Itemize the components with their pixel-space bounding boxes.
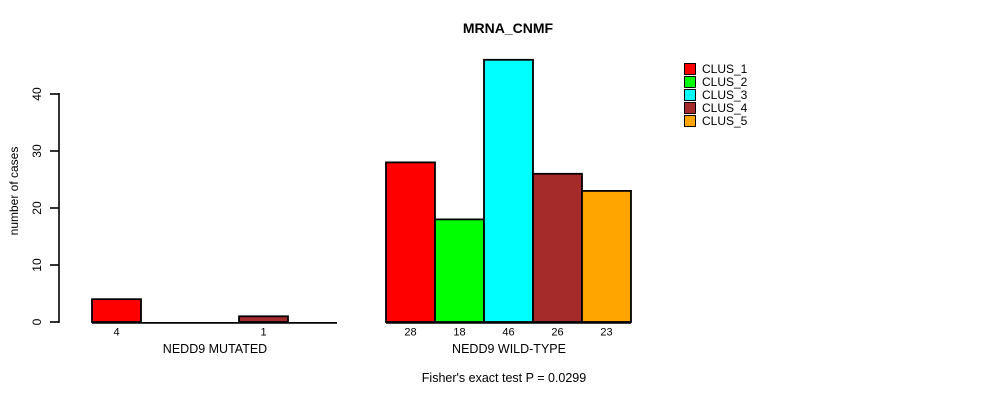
bar-clus-4-nedd9-wild-type [532,172,583,323]
bar-clus-1-nedd9-mutated [91,298,142,323]
legend-swatch [684,102,696,114]
legend-item: CLUS_1 [684,61,748,76]
bar-value-label: 28 [404,327,416,339]
legend-label: CLUS_5 [702,113,748,128]
legend-item: CLUS_3 [684,87,748,102]
bar-value-label: 4 [113,327,119,339]
bar-clus-4-nedd9-mutated [238,315,289,323]
y-axis-tick-label: 0 [30,318,44,325]
legend: CLUS_1 CLUS_2 CLUS_3 CLUS_4 CLUS_5 [684,61,748,129]
y-axis-tick-label: 30 [30,144,44,158]
bar-clus-1-nedd9-wild-type [385,161,436,323]
legend-label: CLUS_1 [702,61,748,76]
y-axis-tick-label: 40 [30,87,44,101]
legend-swatch [684,89,696,101]
chart-title: MRNA_CNMF [462,20,554,36]
bar-clus-2-nedd9-wild-type [434,218,485,323]
bar-value-label: 26 [551,327,563,339]
legend-label: CLUS_2 [702,74,748,89]
bar-value-label: 1 [260,327,266,339]
legend-label: CLUS_3 [702,87,748,102]
bar-value-label: 23 [600,327,612,339]
legend-swatch [684,115,696,127]
y-axis-tick-label: 20 [30,201,44,215]
legend-swatch [684,76,696,88]
y-axis-tick-label: 10 [30,258,44,272]
legend-label: CLUS_4 [702,100,748,115]
group-label-nedd9-wild-type: NEDD9 WILD-TYPE [452,342,566,356]
legend-item: CLUS_2 [684,74,748,89]
legend-swatch [684,63,696,75]
bar-clus-5-nedd9-wild-type [581,189,632,323]
legend-item: CLUS_4 [684,100,748,115]
bar-value-label: 46 [502,327,514,339]
bar-value-label: 18 [453,327,465,339]
fisher-test-note: Fisher's exact test P = 0.0299 [421,371,587,385]
legend-item: CLUS_5 [684,113,748,128]
group-label-nedd9-mutated: NEDD9 MUTATED [162,342,268,356]
bar-clus-3-nedd9-wild-type [483,58,534,323]
